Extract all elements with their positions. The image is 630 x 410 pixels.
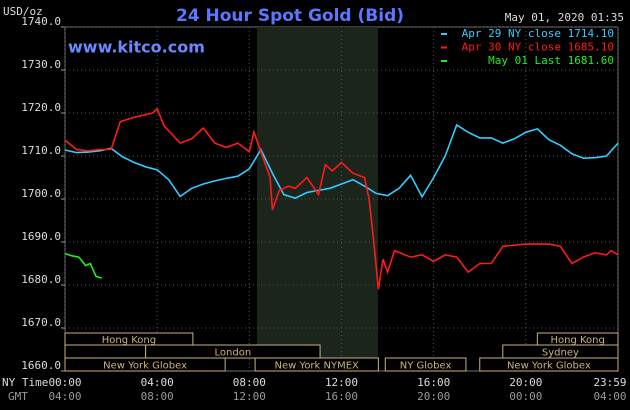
session-label: New York Globex: [507, 361, 591, 372]
y-tick-label: 1730.0: [21, 58, 61, 71]
series-line: [64, 252, 103, 279]
session-bar: [64, 357, 226, 372]
session-label: NY Globex: [400, 361, 452, 372]
x-tick-label: 16:00: [417, 376, 450, 389]
legend-entry: May 01 Last 1681.60: [488, 54, 614, 67]
series-line: [64, 107, 619, 290]
y-tick-label: 1740.0: [21, 15, 61, 28]
session-bar: [145, 344, 321, 359]
x-tick-label: 08:00: [233, 376, 266, 389]
y-tick-label: 1700.0: [21, 187, 61, 200]
series-line: [64, 123, 619, 199]
y-tick-label: 1690.0: [21, 230, 61, 243]
session-label: Hong Kong: [550, 335, 604, 346]
x2-tick-label: 20:00: [417, 390, 450, 403]
legend-entry: Apr 30 NY close 1685.10: [462, 41, 614, 54]
session-label: New York Globex: [103, 361, 187, 372]
y-tick-label: 1710.0: [21, 144, 61, 157]
x2-axis-label: GMT: [8, 390, 28, 403]
x-tick-label: 00:00: [48, 376, 81, 389]
x2-tick-label: 04:00: [48, 390, 81, 403]
session-bar: [254, 357, 379, 372]
session-label: Hong Kong: [102, 335, 156, 346]
x2-tick-label: 00:00: [509, 390, 542, 403]
x-axis-label: NY Time: [2, 376, 48, 389]
y-tick-label: 1660.0: [21, 359, 61, 372]
session-label: London: [215, 348, 252, 359]
watermark: www.kitco.com: [68, 38, 205, 57]
timestamp: May 01, 2020 01:35: [505, 11, 624, 24]
y-axis-label: USD/oz: [3, 5, 43, 18]
x2-tick-label: 04:00: [593, 390, 626, 403]
session-label: New York NYMEX: [275, 361, 360, 372]
y-tick-label: 1680.0: [21, 273, 61, 286]
session-label: Sydney: [542, 348, 579, 359]
x2-tick-label: 08:00: [141, 390, 174, 403]
legend-entry: Apr 29 NY close 1714.10: [462, 27, 614, 40]
y-tick-label: 1670.0: [21, 316, 61, 329]
session-bar: [384, 357, 467, 372]
x-tick-label: 23:59: [593, 376, 626, 389]
session-bar: [64, 344, 147, 359]
x2-tick-label: 12:00: [233, 390, 266, 403]
chart-title: 24 Hour Spot Gold (Bid): [176, 6, 404, 26]
session-bar: [479, 357, 619, 372]
x-tick-label: 04:00: [141, 376, 174, 389]
x-tick-label: 20:00: [509, 376, 542, 389]
y-tick-label: 1720.0: [21, 101, 61, 114]
x2-tick-label: 16:00: [325, 390, 358, 403]
x-tick-label: 12:00: [325, 376, 358, 389]
